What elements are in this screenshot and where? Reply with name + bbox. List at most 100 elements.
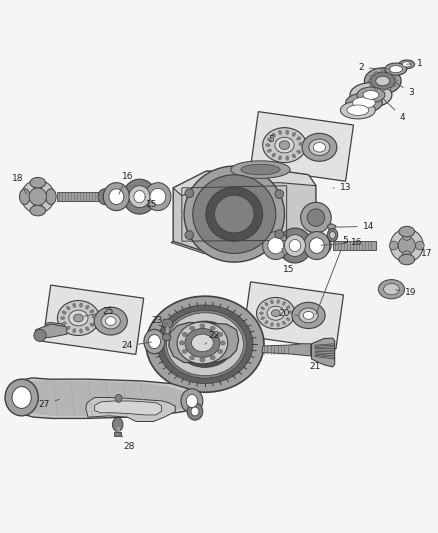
Text: 15: 15 [282, 248, 295, 274]
Ellipse shape [266, 143, 270, 147]
Ellipse shape [90, 323, 94, 326]
Ellipse shape [309, 238, 324, 253]
Ellipse shape [62, 311, 66, 314]
Text: 16: 16 [119, 172, 133, 194]
Ellipse shape [185, 328, 220, 357]
Ellipse shape [115, 394, 122, 402]
Ellipse shape [368, 79, 371, 82]
Ellipse shape [267, 306, 285, 320]
Ellipse shape [150, 188, 166, 205]
Text: 5: 5 [316, 236, 348, 314]
Ellipse shape [33, 202, 42, 211]
Text: 21: 21 [309, 355, 324, 372]
Ellipse shape [67, 326, 70, 330]
Ellipse shape [275, 190, 284, 198]
Ellipse shape [403, 62, 411, 67]
Ellipse shape [289, 239, 300, 252]
Ellipse shape [271, 322, 273, 327]
Ellipse shape [299, 308, 318, 323]
Ellipse shape [74, 314, 83, 322]
Ellipse shape [218, 332, 223, 336]
Text: 25: 25 [84, 307, 113, 316]
Ellipse shape [390, 229, 424, 262]
Ellipse shape [271, 300, 273, 304]
Ellipse shape [327, 229, 338, 241]
Ellipse shape [283, 321, 286, 325]
Polygon shape [11, 378, 196, 418]
Ellipse shape [416, 241, 424, 250]
Polygon shape [43, 285, 144, 354]
Ellipse shape [231, 161, 290, 179]
Ellipse shape [19, 189, 30, 205]
Text: 2: 2 [358, 63, 391, 72]
Ellipse shape [184, 166, 285, 262]
Ellipse shape [5, 379, 38, 416]
Ellipse shape [277, 323, 279, 327]
Ellipse shape [200, 324, 205, 328]
Ellipse shape [98, 189, 111, 205]
Ellipse shape [283, 302, 286, 305]
Ellipse shape [318, 238, 331, 253]
Ellipse shape [129, 185, 150, 207]
Ellipse shape [279, 141, 290, 149]
Ellipse shape [145, 183, 171, 211]
Ellipse shape [275, 138, 294, 153]
Ellipse shape [163, 310, 247, 378]
Ellipse shape [157, 305, 253, 384]
Ellipse shape [371, 72, 395, 90]
Ellipse shape [303, 311, 314, 319]
Ellipse shape [182, 349, 187, 353]
Polygon shape [173, 169, 316, 252]
Ellipse shape [313, 142, 325, 152]
Ellipse shape [92, 315, 96, 318]
Polygon shape [46, 322, 65, 330]
Ellipse shape [272, 133, 276, 137]
Ellipse shape [193, 175, 276, 253]
Text: 19: 19 [396, 288, 417, 297]
Text: 22: 22 [205, 331, 219, 344]
Ellipse shape [101, 313, 120, 329]
Text: 1: 1 [407, 59, 423, 68]
Ellipse shape [162, 319, 173, 328]
Ellipse shape [60, 317, 65, 320]
Ellipse shape [185, 231, 194, 239]
Ellipse shape [182, 332, 187, 336]
Ellipse shape [206, 187, 263, 241]
Ellipse shape [46, 192, 55, 201]
Ellipse shape [275, 230, 284, 239]
Text: 3: 3 [396, 83, 414, 97]
Ellipse shape [162, 334, 171, 341]
Text: 16: 16 [321, 238, 362, 247]
Ellipse shape [33, 183, 42, 191]
Ellipse shape [277, 300, 279, 303]
Ellipse shape [179, 341, 184, 345]
Text: 18: 18 [12, 174, 26, 194]
Ellipse shape [177, 322, 228, 364]
Ellipse shape [30, 205, 46, 216]
Ellipse shape [403, 231, 411, 240]
Ellipse shape [388, 72, 391, 74]
Ellipse shape [376, 76, 390, 86]
Ellipse shape [307, 209, 325, 227]
Polygon shape [171, 225, 324, 253]
Ellipse shape [292, 154, 296, 158]
Ellipse shape [186, 394, 198, 408]
Ellipse shape [370, 75, 373, 78]
Ellipse shape [292, 302, 325, 328]
Ellipse shape [106, 317, 116, 326]
Ellipse shape [403, 251, 411, 260]
Ellipse shape [94, 307, 127, 335]
Ellipse shape [329, 231, 336, 239]
Ellipse shape [90, 310, 94, 313]
Text: 27: 27 [39, 399, 59, 409]
Ellipse shape [399, 227, 415, 237]
Ellipse shape [302, 133, 337, 161]
Bar [114, 432, 121, 436]
Text: 14: 14 [336, 222, 374, 231]
Ellipse shape [279, 131, 282, 135]
Ellipse shape [398, 237, 416, 254]
Ellipse shape [123, 179, 156, 214]
Text: 13: 13 [333, 183, 351, 192]
Ellipse shape [257, 297, 295, 329]
Ellipse shape [299, 142, 303, 146]
